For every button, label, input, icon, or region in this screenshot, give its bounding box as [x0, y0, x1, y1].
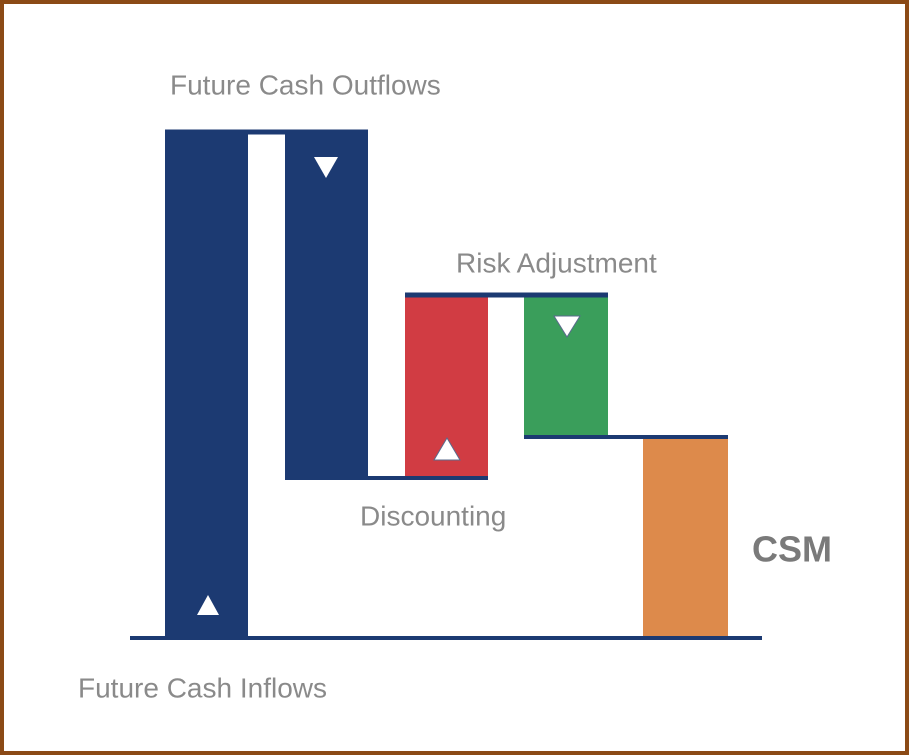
up-arrow — [433, 437, 461, 461]
label: CSM — [752, 529, 832, 570]
label: Future Cash Inflows — [78, 672, 327, 703]
label: Future Cash Outflows — [170, 69, 441, 100]
csm-bar — [643, 437, 728, 637]
down-arrow — [553, 315, 581, 338]
outflows-bar — [285, 130, 368, 478]
down-arrow — [314, 157, 338, 178]
label: Risk Adjustment — [456, 247, 657, 278]
label: Discounting — [360, 500, 506, 531]
up-arrow — [197, 595, 219, 615]
inflows-bar — [165, 130, 248, 637]
